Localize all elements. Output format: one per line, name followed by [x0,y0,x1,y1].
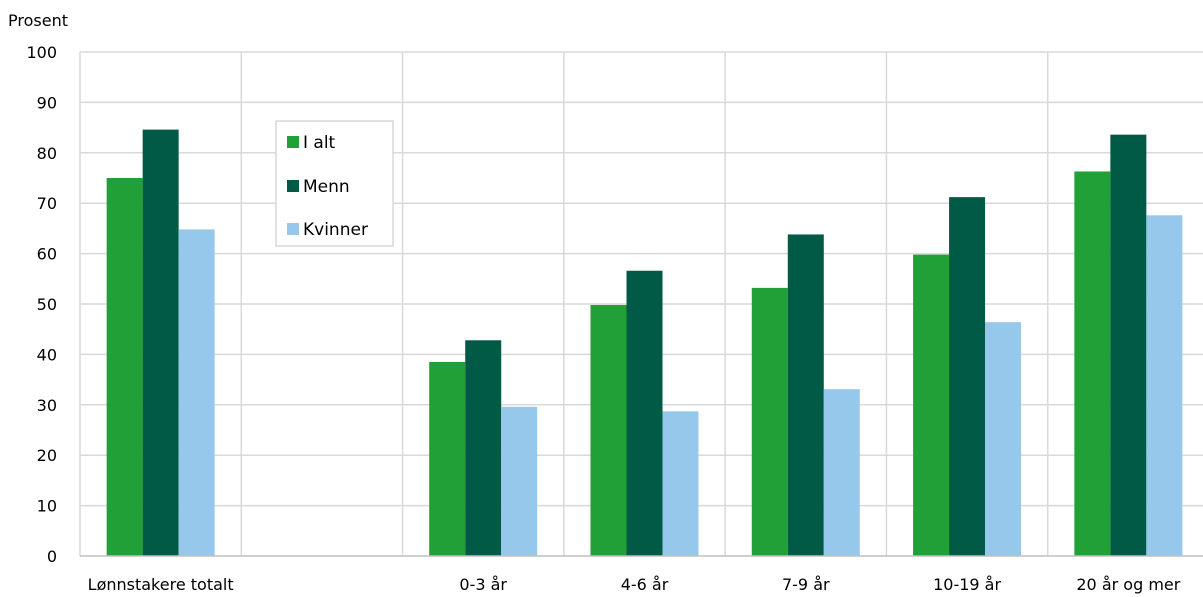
x-tick-label: 0-3 år [459,575,507,594]
bar-i-alt [429,361,466,556]
bar-i-alt [1074,171,1111,556]
bar-menn [787,234,824,556]
bar-i-alt [913,254,950,556]
legend-swatch-menn [287,180,299,192]
bar-kvinner [662,411,699,556]
x-tick-label: Lønnstakere totalt [88,575,234,594]
legend-label-i-alt: I alt [303,133,336,153]
y-tick-label: 60 [37,245,57,264]
y-axis-label: Prosent [8,11,68,30]
bar-kvinner [501,406,538,556]
bars [106,129,1183,557]
y-tick-label: 50 [37,295,57,314]
legend-swatch-kvinner [287,223,299,235]
legend-label-kvinner: Kvinner [303,220,368,240]
bar-menn [142,129,179,556]
legend-swatch-i-alt [287,136,299,148]
axes: 0 10 20 30 40 50 60 70 80 90 100 Lønnstakere totalt… [26,43,1203,594]
bar-i-alt [751,287,788,556]
bar-kvinner [1146,215,1183,556]
legend: I alt Menn Kvinner [275,120,394,247]
bar-menn [465,340,502,556]
bar-menn [949,197,986,557]
y-tick-label: 100 [26,43,57,62]
bar-i-alt [590,305,627,556]
y-tick-label: 0 [47,547,57,566]
y-tick-label: 40 [37,345,57,364]
x-tick-label: 10-19 år [933,575,1001,594]
bar-menn [626,270,663,556]
x-tick-label: 7-9 år [782,575,830,594]
y-tick-label: 80 [37,144,57,163]
y-tick-label: 20 [37,446,57,465]
bar-kvinner [178,229,215,556]
y-tick-label: 90 [37,93,57,112]
y-tick-label: 10 [37,497,57,516]
legend-label-menn: Menn [303,177,350,197]
y-tick-label: 70 [37,194,57,213]
bar-kvinner [985,322,1022,556]
bar-kvinner [823,389,860,556]
x-tick-label: 20 år og mer [1076,575,1180,594]
bar-menn [1110,134,1147,556]
bar-i-alt [106,178,143,556]
y-tick-label: 30 [37,396,57,415]
x-tick-label: 4-6 år [621,575,669,594]
